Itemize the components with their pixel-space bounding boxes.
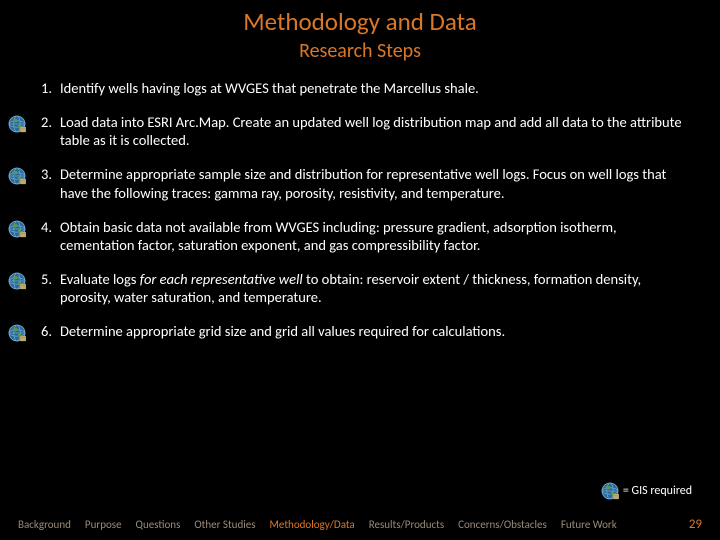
step-number: 2. [32,113,60,131]
step-text: Determine appropriate sample size and di… [60,165,688,201]
footer-nav: Background Purpose Questions Other Studies M… [0,517,720,532]
page-number: 29 [689,517,702,532]
nav-item[interactable]: Other Studies [194,518,255,531]
nav-item[interactable]: Future Work [561,518,617,531]
step-item: 6.Determine appropriate grid size and gr… [32,322,688,340]
nav-item[interactable]: Questions [136,518,181,531]
step-item: 3.Determine appropriate sample size and … [32,165,688,201]
step-item: 1.Identify wells having logs at WVGES th… [32,79,688,97]
step-number: 4. [32,218,60,236]
step-number: 1. [32,79,60,97]
legend: = GIS required [601,482,692,500]
step-text: Determine appropriate grid size and grid… [60,322,505,340]
gis-icon [8,324,26,342]
slide-subtitle: Research Steps [0,37,720,63]
gis-icon [8,167,26,185]
step-item: 5.Evaluate logs for each representative … [32,270,688,306]
gis-icon [601,482,619,500]
step-number: 6. [32,322,60,340]
step-text: Obtain basic data not available from WVG… [60,218,688,254]
step-text: Load data into ESRI Arc.Map. Create an u… [60,113,688,149]
step-number: 5. [32,270,60,288]
slide-title: Methodology and Data [0,0,720,37]
nav-item[interactable]: Methodology/Data [270,518,355,531]
nav-item[interactable]: Background [18,518,71,531]
gis-icon [8,272,26,290]
nav-item[interactable]: Concerns/Obstacles [458,518,547,531]
step-number: 3. [32,165,60,183]
step-text: Evaluate logs for each representative we… [60,270,688,306]
step-item: 4.Obtain basic data not available from W… [32,218,688,254]
nav-item[interactable]: Results/Products [369,518,444,531]
step-item: 2.Load data into ESRI Arc.Map. Create an… [32,113,688,149]
legend-text: = GIS required [623,484,692,498]
gis-icon [8,115,26,133]
nav-item[interactable]: Purpose [85,518,122,531]
gis-icon [8,220,26,238]
step-text: Identify wells having logs at WVGES that… [60,79,479,97]
steps-list: 1.Identify wells having logs at WVGES th… [0,63,720,340]
